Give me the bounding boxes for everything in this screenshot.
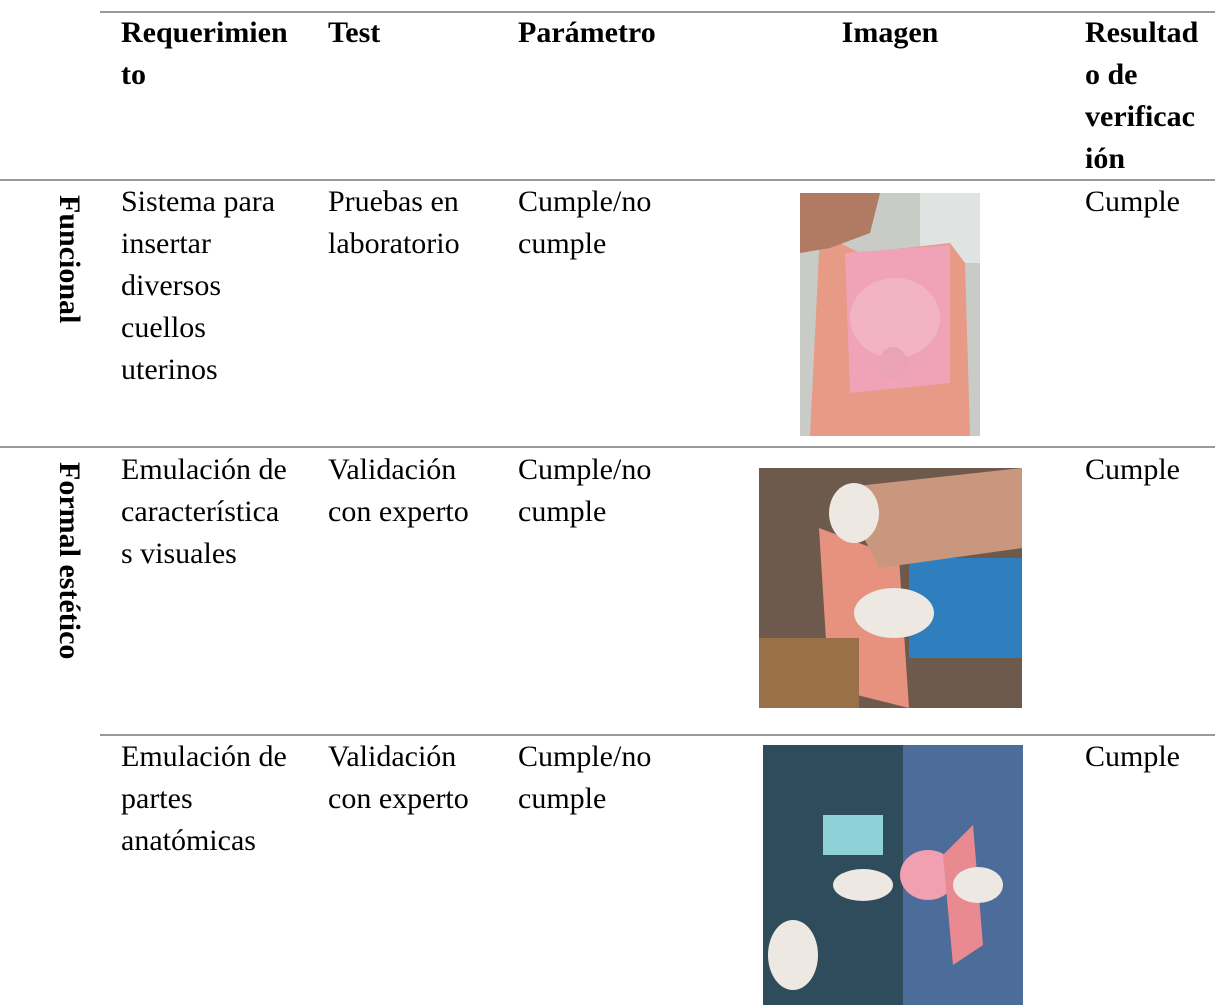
header-cell: Parámetro bbox=[518, 16, 656, 49]
group-label: Formal estético bbox=[53, 462, 86, 660]
cell: Cumple/no cumple bbox=[518, 185, 652, 260]
header-cell: Requerimiento bbox=[121, 16, 288, 91]
rule bbox=[100, 11, 1215, 13]
header-cell: Imagen bbox=[841, 16, 939, 49]
cell: Cumple bbox=[1085, 740, 1180, 773]
cell: Pruebas en laboratorio bbox=[328, 185, 460, 260]
header-cell: Resultado de verificación bbox=[1085, 16, 1199, 175]
cell: Cumple bbox=[1085, 453, 1180, 486]
cell: Validación con experto bbox=[328, 740, 469, 815]
cell: Emulación de partes anatómicas bbox=[121, 740, 287, 857]
cell: Cumple bbox=[1085, 185, 1180, 218]
cell: Validación con experto bbox=[328, 453, 469, 528]
cell: Cumple/no cumple bbox=[518, 453, 652, 528]
cell: Cumple/no cumple bbox=[518, 740, 652, 815]
rule bbox=[0, 446, 1215, 448]
cell: Sistema para insertar diversos cuellos u… bbox=[121, 185, 276, 386]
group-label: Funcional bbox=[53, 195, 86, 324]
photo bbox=[759, 468, 1022, 708]
photo bbox=[763, 745, 1023, 1005]
photo bbox=[800, 193, 980, 436]
rule bbox=[0, 179, 1215, 181]
rule bbox=[100, 734, 1215, 736]
header-cell: Test bbox=[328, 16, 381, 49]
cell: Emulación de características visuales bbox=[121, 453, 287, 570]
